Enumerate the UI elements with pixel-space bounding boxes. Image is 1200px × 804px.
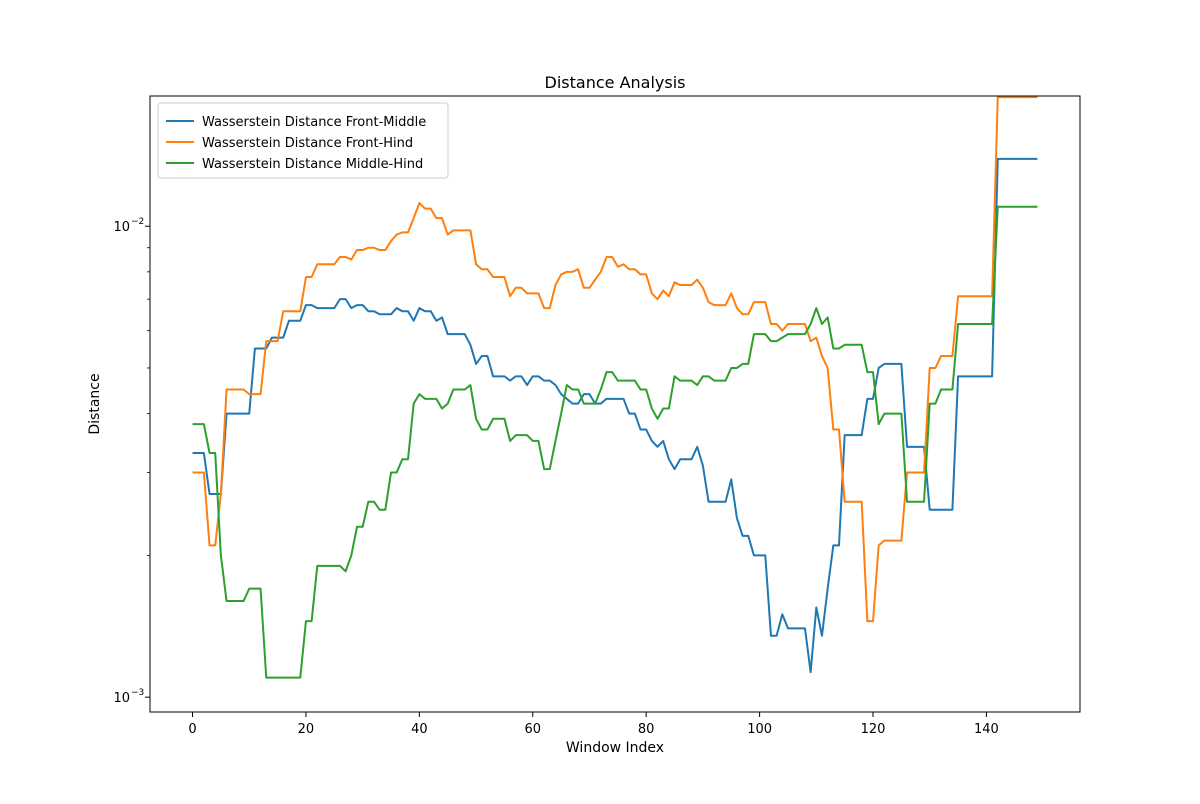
legend-label-1: Wasserstein Distance Front-Hind — [202, 136, 413, 151]
series-line-1 — [192, 96, 1038, 623]
series-line-2 — [192, 205, 1038, 679]
legend-box — [157, 102, 449, 179]
legend-label-2: Wasserstein Distance Middle-Hind — [202, 157, 423, 172]
chart-title: Distance Analysis — [545, 73, 686, 92]
y-axis-label: Distance — [87, 373, 103, 434]
x-tick-label: 80 — [638, 722, 655, 737]
x-tick-label: 140 — [974, 722, 999, 737]
y-tick-exponent: −2 — [131, 217, 144, 227]
series-group — [192, 96, 1038, 679]
y-tick-label: 10 — [113, 220, 130, 235]
plot-frame — [149, 95, 1081, 713]
x-tick-label: 60 — [525, 722, 542, 737]
legend: Wasserstein Distance Front-Middle Wassers… — [157, 102, 449, 179]
x-tick-label: 40 — [411, 722, 428, 737]
x-tick-label: 0 — [188, 722, 196, 737]
x-tick-label: 20 — [298, 722, 315, 737]
y-axis-ticks: 10−310−2 — [113, 217, 150, 706]
x-tick-label: 120 — [861, 722, 886, 737]
y-tick-label: 10 — [113, 691, 130, 706]
x-axis-ticks: 0 20 40 60 80 100 120 140 — [188, 712, 999, 737]
x-axis-label: Window Index — [566, 740, 664, 756]
y-tick-exponent: −3 — [131, 688, 144, 698]
legend-label-0: Wasserstein Distance Front-Middle — [202, 115, 426, 130]
series-line-0 — [192, 157, 1038, 674]
x-tick-label: 100 — [747, 722, 772, 737]
